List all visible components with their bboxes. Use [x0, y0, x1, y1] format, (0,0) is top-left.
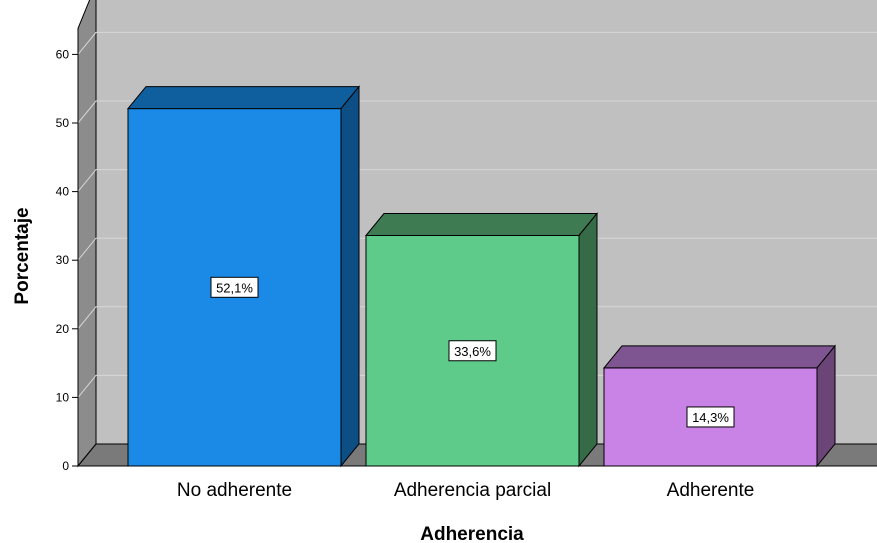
x-category-labels: No adherente Adherencia parcial Adherente [177, 480, 754, 501]
y-axis-title: Porcentaje [12, 207, 33, 304]
bar [126, 85, 361, 468]
bar-side [340, 85, 360, 468]
gridline [77, 306, 877, 330]
y-tick-label: 10 [56, 390, 70, 404]
bar [364, 212, 599, 468]
data-label-box [686, 406, 735, 428]
bar-top [126, 86, 361, 110]
data-label-box [210, 276, 259, 298]
data-label-box [448, 340, 497, 362]
gridline [77, 31, 877, 55]
y-tick-label: 30 [56, 253, 70, 267]
x-category-label: Adherente [667, 480, 755, 501]
gridline [77, 169, 877, 192]
x-axis-title: Adherencia [420, 524, 524, 543]
data-label: 14,3% [692, 410, 729, 425]
side-wall [77, 0, 97, 468]
y-tick-label: 50 [56, 116, 70, 130]
y-tick-label: 20 [56, 322, 70, 336]
bar-top [602, 345, 837, 369]
bar-top [364, 213, 599, 237]
gridline [77, 237, 877, 261]
y-tick-label: 0 [62, 459, 69, 473]
bar-side [816, 344, 836, 468]
bar [602, 344, 837, 468]
data-label: 52,1% [216, 280, 253, 295]
y-tick-label: 40 [56, 185, 70, 199]
x-category-label: Adherencia parcial [394, 480, 551, 501]
bar-side [578, 212, 598, 468]
x-category-label: No adherente [177, 480, 292, 501]
data-label: 33,6% [454, 344, 491, 359]
y-tick-label: 60 [56, 47, 70, 61]
data-labels: 52,1% 33,6% 14,3% [210, 276, 735, 428]
gridline [77, 100, 877, 124]
y-tick-labels: 0 10 20 30 40 50 60 [56, 47, 70, 473]
